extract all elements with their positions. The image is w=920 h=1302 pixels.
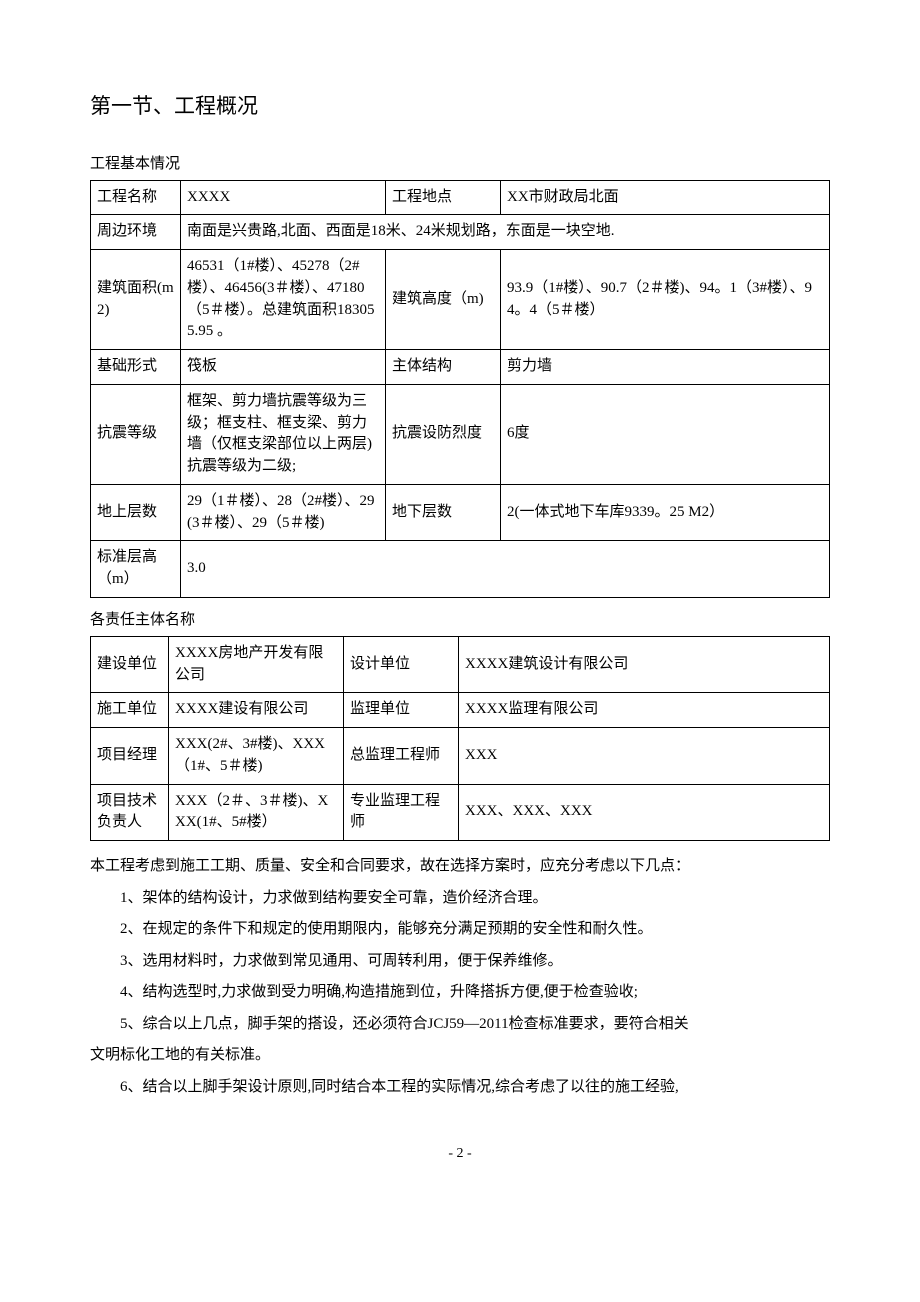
paragraph-item: 4、结构选型时,力求做到受力明确,构造措施到位，升降搭拆方便,便于检查验收; (90, 977, 830, 1009)
cell-value: XXX、XXX、XXX (459, 784, 830, 841)
cell-label: 标准层高（m） (91, 541, 181, 598)
cell-label: 设计单位 (344, 636, 459, 693)
table-row: 周边环境 南面是兴贵路,北面、西面是18米、24米规划路，东面是一块空地. (91, 215, 830, 250)
cell-label: 地下层数 (386, 484, 501, 541)
table-row: 基础形式 筏板 主体结构 剪力墙 (91, 350, 830, 385)
cell-label: 施工单位 (91, 693, 169, 728)
cell-value: 框架、剪力墙抗震等级为三级；框支柱、框支梁、剪力墙（仅框支梁部位以上两层)抗震等… (181, 384, 386, 484)
table-row: 抗震等级 框架、剪力墙抗震等级为三级；框支柱、框支梁、剪力墙（仅框支梁部位以上两… (91, 384, 830, 484)
paragraph-item-cont: 文明标化工地的有关标准。 (90, 1040, 830, 1072)
cell-label: 建筑高度（m) (386, 250, 501, 350)
cell-value: 筏板 (181, 350, 386, 385)
subsection-title-2: 各责任主体名称 (90, 608, 830, 632)
cell-value: 剪力墙 (501, 350, 830, 385)
cell-label: 基础形式 (91, 350, 181, 385)
table-row: 工程名称 XXXX 工程地点 XX市财政局北面 (91, 180, 830, 215)
cell-value: 46531（1#楼）、45278（2#楼）、46456(3＃楼）、47180（5… (181, 250, 386, 350)
table-row: 建设单位 XXXX房地产开发有限公司 设计单位 XXXX建筑设计有限公司 (91, 636, 830, 693)
cell-label: 监理单位 (344, 693, 459, 728)
table-row: 项目技术负责人 XXX（2＃、3＃楼)、XXX(1#、5#楼） 专业监理工程师 … (91, 784, 830, 841)
cell-value: 南面是兴贵路,北面、西面是18米、24米规划路，东面是一块空地. (181, 215, 830, 250)
cell-value: XXXX房地产开发有限公司 (169, 636, 344, 693)
table-row: 地上层数 29（1＃楼）、28（2#楼）、29(3＃楼）、29（5＃楼) 地下层… (91, 484, 830, 541)
cell-value: 2(一体式地下车库9339。25 M2） (501, 484, 830, 541)
cell-value: XXX（2＃、3＃楼)、XXX(1#、5#楼） (169, 784, 344, 841)
cell-value: 29（1＃楼）、28（2#楼）、29(3＃楼）、29（5＃楼) (181, 484, 386, 541)
section-title: 第一节、工程概况 (90, 90, 830, 124)
paragraph-item: 2、在规定的条件下和规定的使用期限内，能够充分满足预期的安全性和耐久性。 (90, 914, 830, 946)
page-number: - 2 - (90, 1143, 830, 1165)
paragraph-item: 5、综合以上几点，脚手架的搭设，还必须符合JCJ59—2011检查标准要求，要符… (90, 1009, 830, 1041)
cell-value: XXXX (181, 180, 386, 215)
paragraph-item: 1、架体的结构设计，力求做到结构要安全可靠，造价经济合理。 (90, 883, 830, 915)
body-text: 本工程考虑到施工工期、质量、安全和合同要求，故在选择方案时，应充分考虑以下几点：… (90, 851, 830, 1103)
cell-value: XXXX建设有限公司 (169, 693, 344, 728)
cell-label: 抗震等级 (91, 384, 181, 484)
paragraph-item: 3、选用材料时，力求做到常见通用、可周转利用，便于保养维修。 (90, 946, 830, 978)
cell-label: 总监理工程师 (344, 728, 459, 785)
cell-value: XXXX建筑设计有限公司 (459, 636, 830, 693)
cell-label: 专业监理工程师 (344, 784, 459, 841)
cell-label: 主体结构 (386, 350, 501, 385)
table-row: 标准层高（m） 3.0 (91, 541, 830, 598)
cell-value: 6度 (501, 384, 830, 484)
cell-value: XX市财政局北面 (501, 180, 830, 215)
paragraph-intro: 本工程考虑到施工工期、质量、安全和合同要求，故在选择方案时，应充分考虑以下几点： (90, 851, 830, 883)
cell-label: 工程名称 (91, 180, 181, 215)
cell-label: 工程地点 (386, 180, 501, 215)
cell-label: 建设单位 (91, 636, 169, 693)
cell-label: 项目技术负责人 (91, 784, 169, 841)
cell-label: 建筑面积(m2) (91, 250, 181, 350)
cell-label: 项目经理 (91, 728, 169, 785)
cell-value: 93.9（1#楼）、90.7（2＃楼)、94。1（3#楼）、94。4（5＃楼） (501, 250, 830, 350)
table-row: 建筑面积(m2) 46531（1#楼）、45278（2#楼）、46456(3＃楼… (91, 250, 830, 350)
responsibility-table: 建设单位 XXXX房地产开发有限公司 设计单位 XXXX建筑设计有限公司 施工单… (90, 636, 830, 841)
cell-value: XXX (459, 728, 830, 785)
paragraph-item: 6、结合以上脚手架设计原则,同时结合本工程的实际情况,综合考虑了以往的施工经验, (90, 1072, 830, 1104)
cell-value: XXX(2#、3#楼)、XXX（1#、5＃楼) (169, 728, 344, 785)
project-info-table: 工程名称 XXXX 工程地点 XX市财政局北面 周边环境 南面是兴贵路,北面、西… (90, 180, 830, 598)
cell-value: 3.0 (181, 541, 830, 598)
cell-label: 地上层数 (91, 484, 181, 541)
cell-label: 抗震设防烈度 (386, 384, 501, 484)
table-row: 项目经理 XXX(2#、3#楼)、XXX（1#、5＃楼) 总监理工程师 XXX (91, 728, 830, 785)
cell-label: 周边环境 (91, 215, 181, 250)
cell-value: XXXX监理有限公司 (459, 693, 830, 728)
table-row: 施工单位 XXXX建设有限公司 监理单位 XXXX监理有限公司 (91, 693, 830, 728)
subsection-title-1: 工程基本情况 (90, 152, 830, 176)
